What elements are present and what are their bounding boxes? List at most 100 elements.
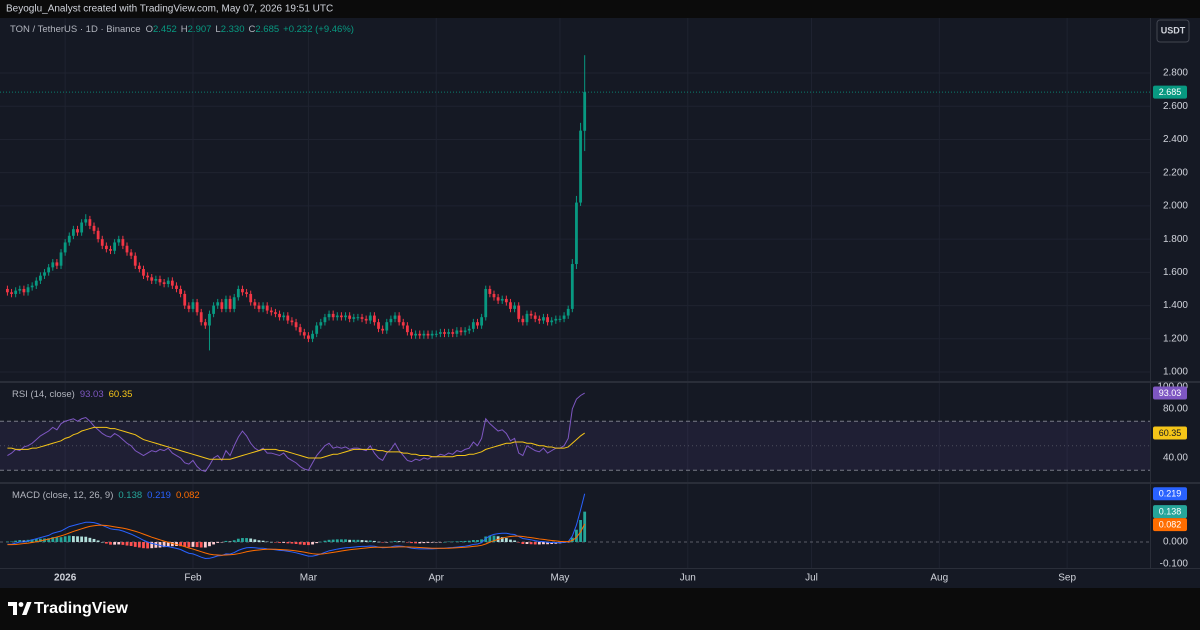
candle-body	[191, 302, 195, 309]
candle-body	[500, 298, 504, 301]
histogram-bar	[377, 541, 380, 543]
candle-body	[364, 318, 368, 321]
candle-body	[467, 328, 471, 331]
candle-body	[249, 293, 253, 303]
x-tick-label: Mar	[300, 573, 318, 584]
candle-body	[438, 332, 442, 334]
legend-value: 0.138	[118, 490, 142, 501]
candle-body	[348, 315, 352, 319]
candle-body	[67, 235, 71, 243]
histogram-bar	[30, 539, 34, 543]
histogram-bar	[150, 542, 154, 549]
y-tick-label: -0.100	[1160, 559, 1189, 570]
indicator-line	[7, 493, 586, 560]
histogram-bar	[360, 540, 364, 543]
currency-button-frame[interactable]	[1156, 19, 1190, 43]
currency[interactable]: USDT	[1161, 25, 1186, 35]
legend-value: 93.03	[80, 389, 104, 400]
candle-body	[170, 280, 174, 286]
candle-body	[43, 272, 46, 276]
candle-body	[434, 333, 438, 335]
candle-body	[447, 332, 451, 334]
candle-body	[100, 239, 104, 246]
candle-body	[492, 293, 496, 298]
histogram-bar	[492, 535, 496, 543]
candle-body	[245, 292, 248, 294]
histogram-bar	[117, 542, 121, 545]
candle-body	[298, 327, 302, 333]
last-value-box	[1153, 386, 1187, 400]
histogram-bar	[278, 542, 281, 543]
candle-body	[307, 335, 310, 339]
histogram-bar	[302, 542, 306, 545]
legend-value: 0.082	[176, 490, 200, 501]
candle-body	[476, 322, 479, 326]
candle-body	[537, 318, 541, 321]
histogram-bar	[18, 540, 22, 543]
x-tick-label: Jul	[805, 573, 818, 584]
x-tick-label: 2026	[54, 573, 77, 584]
histogram-bar	[274, 542, 277, 543]
candle-body	[199, 312, 203, 323]
histogram-bar	[269, 542, 273, 543]
histogram-bar	[575, 529, 578, 543]
histogram-bar	[55, 537, 59, 543]
histogram-bar	[84, 536, 88, 543]
histogram-bar	[137, 542, 141, 548]
candle-body	[18, 288, 22, 291]
histogram-bar	[364, 540, 368, 543]
histogram-bar	[282, 542, 286, 543]
candle-body	[542, 317, 545, 321]
candle-body	[63, 242, 67, 253]
candle-body	[278, 313, 281, 318]
candle-body	[183, 293, 187, 306]
candle-body	[525, 313, 529, 323]
candle-body	[352, 317, 356, 319]
candle-body	[517, 305, 521, 319]
candle-body	[220, 302, 224, 309]
histogram-bar	[414, 542, 418, 544]
histogram-bar	[121, 542, 125, 545]
histogram-bar	[253, 539, 257, 543]
candle-body	[430, 333, 434, 336]
histogram-bar	[249, 538, 253, 543]
candle-body	[286, 315, 290, 321]
candle-body	[335, 315, 339, 318]
candle-body	[236, 288, 240, 298]
candle-body	[550, 320, 554, 323]
histogram-bar	[22, 540, 26, 543]
candle-body	[154, 278, 158, 281]
histogram-bar	[463, 540, 467, 543]
candle-body	[360, 317, 364, 319]
x-tick-label: Aug	[930, 573, 948, 584]
histogram-bar	[203, 542, 207, 548]
histogram-bar	[80, 536, 84, 543]
histogram-bar	[397, 541, 401, 543]
last-value-box	[1153, 505, 1187, 519]
candle-body	[381, 328, 385, 331]
candle-body	[513, 305, 516, 309]
candle-body	[566, 308, 570, 316]
candle-body	[6, 288, 9, 293]
histogram-bar	[34, 538, 38, 543]
branding: TradingView	[34, 600, 129, 617]
candle-body	[340, 315, 343, 318]
legend-title: RSI (14, close)	[12, 389, 75, 400]
x-tick-label: Jun	[680, 573, 696, 584]
indicator-legend: RSI (14, close) 93.03 60.35	[12, 389, 132, 400]
histogram-bar	[335, 539, 339, 543]
candle-body	[92, 225, 96, 231]
histogram-bar	[344, 539, 347, 543]
histogram-bar	[10, 541, 13, 543]
y-tick-label: 2.600	[1163, 101, 1188, 112]
candle-body	[80, 222, 84, 233]
histogram-bar	[393, 540, 397, 543]
candle-body	[208, 313, 211, 326]
histogram-bar	[451, 541, 455, 543]
candle-body	[224, 298, 228, 309]
histogram-bar	[220, 542, 224, 543]
symbol: TON / TetherUS · 1D · Binance	[10, 24, 141, 35]
currency-button[interactable]: USDT	[1156, 19, 1190, 43]
candle-body	[480, 317, 484, 326]
candle-body	[187, 305, 191, 309]
